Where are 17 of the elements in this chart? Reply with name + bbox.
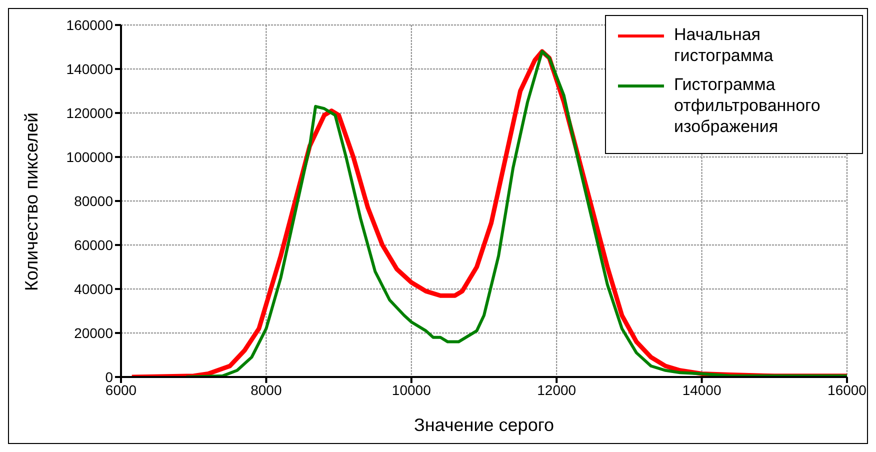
y-tick-label: 20000	[74, 324, 114, 341]
y-tick-label: 140000	[66, 60, 114, 77]
x-tick-label: 14000	[682, 382, 722, 398]
y-tick-label: 80000	[74, 192, 114, 209]
legend-label: Начальная гистограмма	[674, 24, 774, 66]
y-tick-label: 60000	[74, 236, 114, 253]
x-tick-label: 10000	[392, 382, 432, 398]
x-axis-title: Значение серого	[414, 415, 554, 435]
x-tick-label: 8000	[250, 382, 282, 398]
legend-label: Гистограмма отфильтрованного изображения	[674, 74, 822, 137]
y-tick-label: 160000	[66, 16, 114, 33]
x-tick-label: 12000	[537, 382, 576, 398]
y-axis-title: Количество пикселей	[21, 112, 42, 291]
y-tick-label: 120000	[66, 104, 114, 121]
x-tick-label: 16000	[828, 382, 867, 398]
y-tick-label: 100000	[66, 148, 114, 165]
y-tick-label: 40000	[74, 280, 114, 297]
